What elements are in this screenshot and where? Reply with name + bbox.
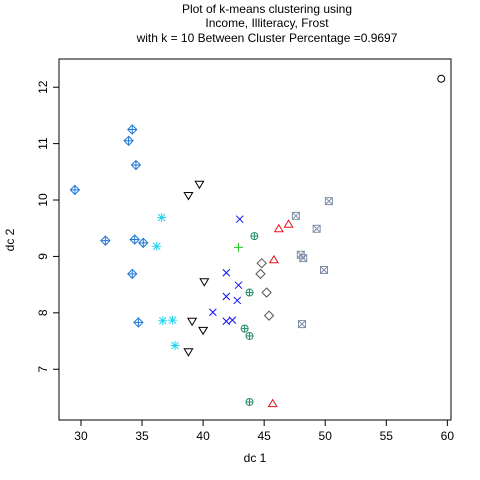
data-point-circle-plus (245, 331, 254, 340)
data-point-diamond-plus (129, 234, 140, 245)
data-point-triangle-down (187, 317, 198, 327)
x-tick-label: 30 (74, 429, 88, 443)
data-point-square-x (324, 197, 333, 206)
y-tick-label: 10 (36, 193, 50, 207)
data-point-diamond (263, 310, 275, 321)
data-point-diamond-plus (127, 124, 138, 135)
x-tick-label: 55 (380, 429, 394, 443)
data-point-x (235, 215, 244, 224)
x-tick-label: 35 (135, 429, 149, 443)
chart-title-line-1: Plot of k-means clustering using (182, 2, 352, 16)
data-point-circle-plus (245, 397, 254, 406)
y-axis: 7 8 9 10 11 12 (36, 80, 59, 373)
data-point-triangle-down (183, 192, 194, 201)
data-point-triangle-up (267, 398, 278, 408)
data-point-circle-plus (245, 288, 254, 297)
data-point-plus (234, 242, 244, 252)
data-point-diamond-plus (130, 159, 142, 171)
data-point-diamond-plus (133, 317, 144, 328)
data-point-diamond-plus (127, 268, 138, 280)
y-tick-label: 8 (36, 309, 50, 316)
data-point-asterisk (170, 341, 180, 351)
x-tick-label: 40 (196, 429, 210, 443)
data-point-square-x (319, 265, 328, 274)
data-point-triangle-up (273, 223, 284, 233)
data-point-triangle-down (183, 348, 194, 357)
data-point-x (228, 316, 237, 325)
data-point-x (222, 292, 231, 301)
data-point-x (209, 308, 217, 317)
data-point-asterisk (157, 213, 167, 223)
data-point-diamond (255, 268, 266, 280)
data-point-square-x (291, 211, 300, 220)
data-point-x (222, 317, 231, 326)
data-points (69, 74, 446, 408)
data-point-x (222, 268, 231, 277)
data-point-x (233, 296, 242, 305)
plot-frame (58, 58, 452, 421)
data-point-asterisk (168, 315, 178, 325)
x-tick-label: 45 (257, 429, 271, 443)
y-tick-label: 12 (36, 80, 50, 94)
data-point-square-x (299, 254, 308, 263)
data-point-circle-plus (240, 324, 249, 333)
x-tick-label: 50 (319, 429, 333, 443)
data-point-triangle-down (199, 278, 210, 287)
data-point-triangle-down (194, 180, 205, 190)
data-point-square-x (312, 224, 321, 233)
data-point-x (234, 281, 243, 290)
data-point-diamond (261, 287, 272, 298)
data-point-asterisk (158, 316, 168, 326)
x-axis: 30 35 40 45 50 55 60 (74, 420, 454, 443)
data-point-diamond-plus (123, 135, 134, 146)
chart-title-line-3: with k = 10 Between Cluster Percentage =… (136, 31, 398, 45)
data-point-triangle-up (283, 219, 294, 228)
data-point-diamond (256, 257, 267, 269)
y-tick-label: 9 (36, 253, 50, 260)
chart-title-line-2: Income, Illiteracy, Frost (205, 16, 329, 30)
data-point-diamond-plus (138, 237, 149, 249)
data-point-circle-plus (250, 232, 259, 241)
x-axis-label: dc 1 (244, 451, 267, 465)
y-tick-label: 7 (36, 366, 50, 373)
data-point-triangle-down (198, 326, 209, 336)
x-tick-label: 60 (441, 429, 455, 443)
data-point-diamond-plus (69, 184, 81, 196)
y-axis-label: dc 2 (3, 228, 17, 251)
data-point-triangle-up (268, 254, 280, 264)
data-point-asterisk (152, 241, 162, 251)
data-point-circle (437, 74, 446, 83)
data-point-square-x (298, 320, 307, 329)
y-tick-label: 11 (36, 137, 50, 150)
data-point-diamond-plus (100, 235, 111, 246)
